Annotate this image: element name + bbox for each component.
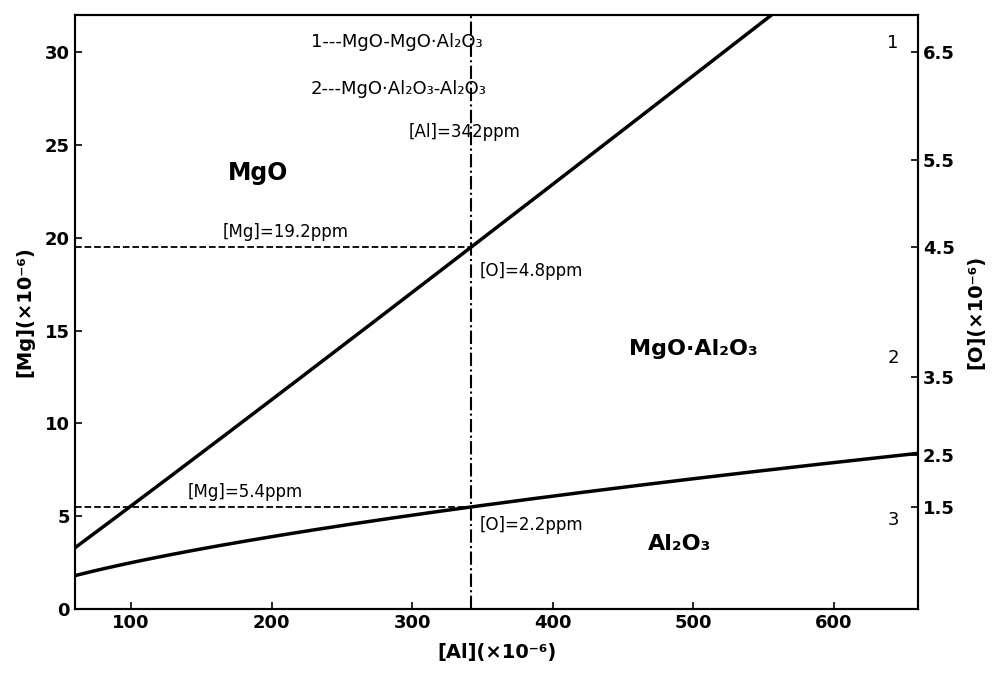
Text: [Mg]=19.2ppm: [Mg]=19.2ppm bbox=[223, 223, 349, 242]
Y-axis label: [Mg](×10⁻⁶): [Mg](×10⁻⁶) bbox=[15, 246, 34, 377]
Text: [Al]=342ppm: [Al]=342ppm bbox=[408, 123, 520, 141]
Text: MgO·Al₂O₃: MgO·Al₂O₃ bbox=[629, 339, 758, 359]
Text: 3: 3 bbox=[887, 511, 899, 529]
Text: [O]=2.2ppm: [O]=2.2ppm bbox=[480, 516, 583, 534]
Text: MgO: MgO bbox=[227, 161, 288, 185]
Text: 1: 1 bbox=[887, 34, 899, 52]
Text: [Mg]=5.4ppm: [Mg]=5.4ppm bbox=[187, 483, 303, 502]
Text: [O]=4.8ppm: [O]=4.8ppm bbox=[480, 262, 583, 280]
Text: 1---MgO-MgO·Al₂O₃: 1---MgO-MgO·Al₂O₃ bbox=[311, 32, 483, 51]
X-axis label: [Al](×10⁻⁶): [Al](×10⁻⁶) bbox=[437, 643, 556, 662]
Text: Al₂O₃: Al₂O₃ bbox=[648, 534, 711, 554]
Text: 2: 2 bbox=[887, 349, 899, 368]
Text: 2---MgO·Al₂O₃-Al₂O₃: 2---MgO·Al₂O₃-Al₂O₃ bbox=[311, 81, 487, 98]
Y-axis label: [O](×10⁻⁶): [O](×10⁻⁶) bbox=[966, 255, 985, 369]
